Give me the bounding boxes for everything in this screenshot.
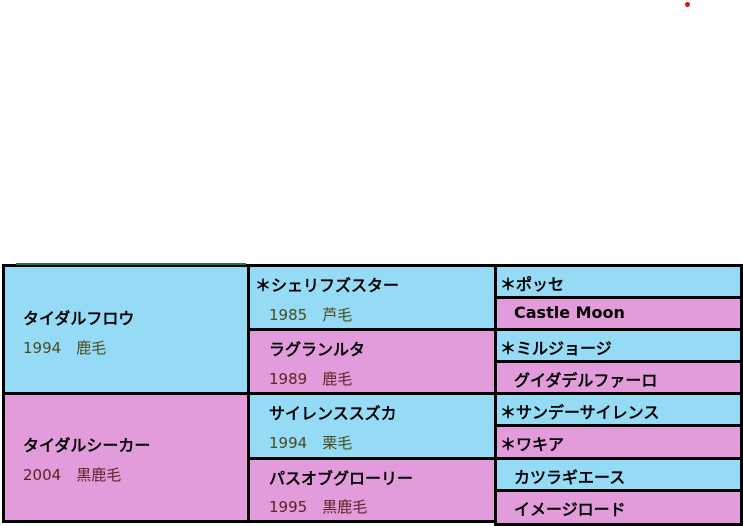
horse-name: サイレンススズカ — [269, 404, 397, 423]
horse-name: ＊シェリフズスター — [255, 276, 400, 295]
horse-name: ラグランルタ — [269, 340, 366, 359]
horse-name: Castle Moon — [514, 303, 625, 322]
horse-name: イメージロード — [514, 500, 626, 519]
horse-name: ＊ワキア — [500, 435, 565, 454]
horse-info: 1995 黒鹿毛 — [269, 498, 368, 516]
gen2-cell[interactable]: パスオブグローリー 1995 黒鹿毛 — [247, 457, 497, 523]
horse-name: ＊ミルジョージ — [500, 339, 612, 358]
gen3-cell[interactable]: ＊ミルジョージ — [494, 328, 743, 363]
horse-name: パスオブグローリー — [269, 469, 414, 488]
horse-info: 1985 芦毛 — [269, 306, 353, 324]
horse-name: ＊ポッセ — [500, 275, 565, 294]
horse-name: グイダデルファーロ — [514, 371, 658, 390]
dam-name: タイダルシーカー — [23, 436, 151, 455]
gen3-cell[interactable]: カツラギエース — [494, 457, 743, 492]
gen2-cell[interactable]: ＊シェリフズスター 1985 芦毛 — [247, 264, 497, 331]
gen2-cell[interactable]: サイレンススズカ 1994 栗毛 — [247, 392, 497, 460]
dam-cell[interactable]: タイダルシーカー 2004 黒鹿毛 — [2, 392, 250, 523]
horse-name: ＊サンデーサイレンス — [500, 403, 660, 422]
sire-name: タイダルフロウ — [23, 309, 135, 328]
horse-info: 1989 鹿毛 — [269, 370, 353, 388]
gen3-cell[interactable]: ＊サンデーサイレンス — [494, 392, 743, 427]
sire-info: 1994 鹿毛 — [23, 339, 107, 357]
gen3-cell[interactable]: イメージロード — [494, 489, 743, 526]
red-marker — [685, 2, 690, 7]
dam-info: 2004 黒鹿毛 — [23, 466, 122, 484]
gen2-cell[interactable]: ラグランルタ 1989 鹿毛 — [247, 328, 497, 395]
gen3-cell[interactable]: ＊ポッセ — [494, 264, 743, 299]
sire-cell[interactable]: タイダルフロウ 1994 鹿毛 — [2, 264, 250, 395]
gen3-cell[interactable]: ＊ワキア — [494, 424, 743, 460]
horse-info: 1994 栗毛 — [269, 434, 353, 452]
cell-selection-border — [16, 263, 246, 265]
gen3-cell[interactable]: Castle Moon — [494, 296, 743, 331]
gen3-cell[interactable]: グイダデルファーロ — [494, 360, 743, 395]
horse-name: カツラギエース — [514, 468, 626, 487]
